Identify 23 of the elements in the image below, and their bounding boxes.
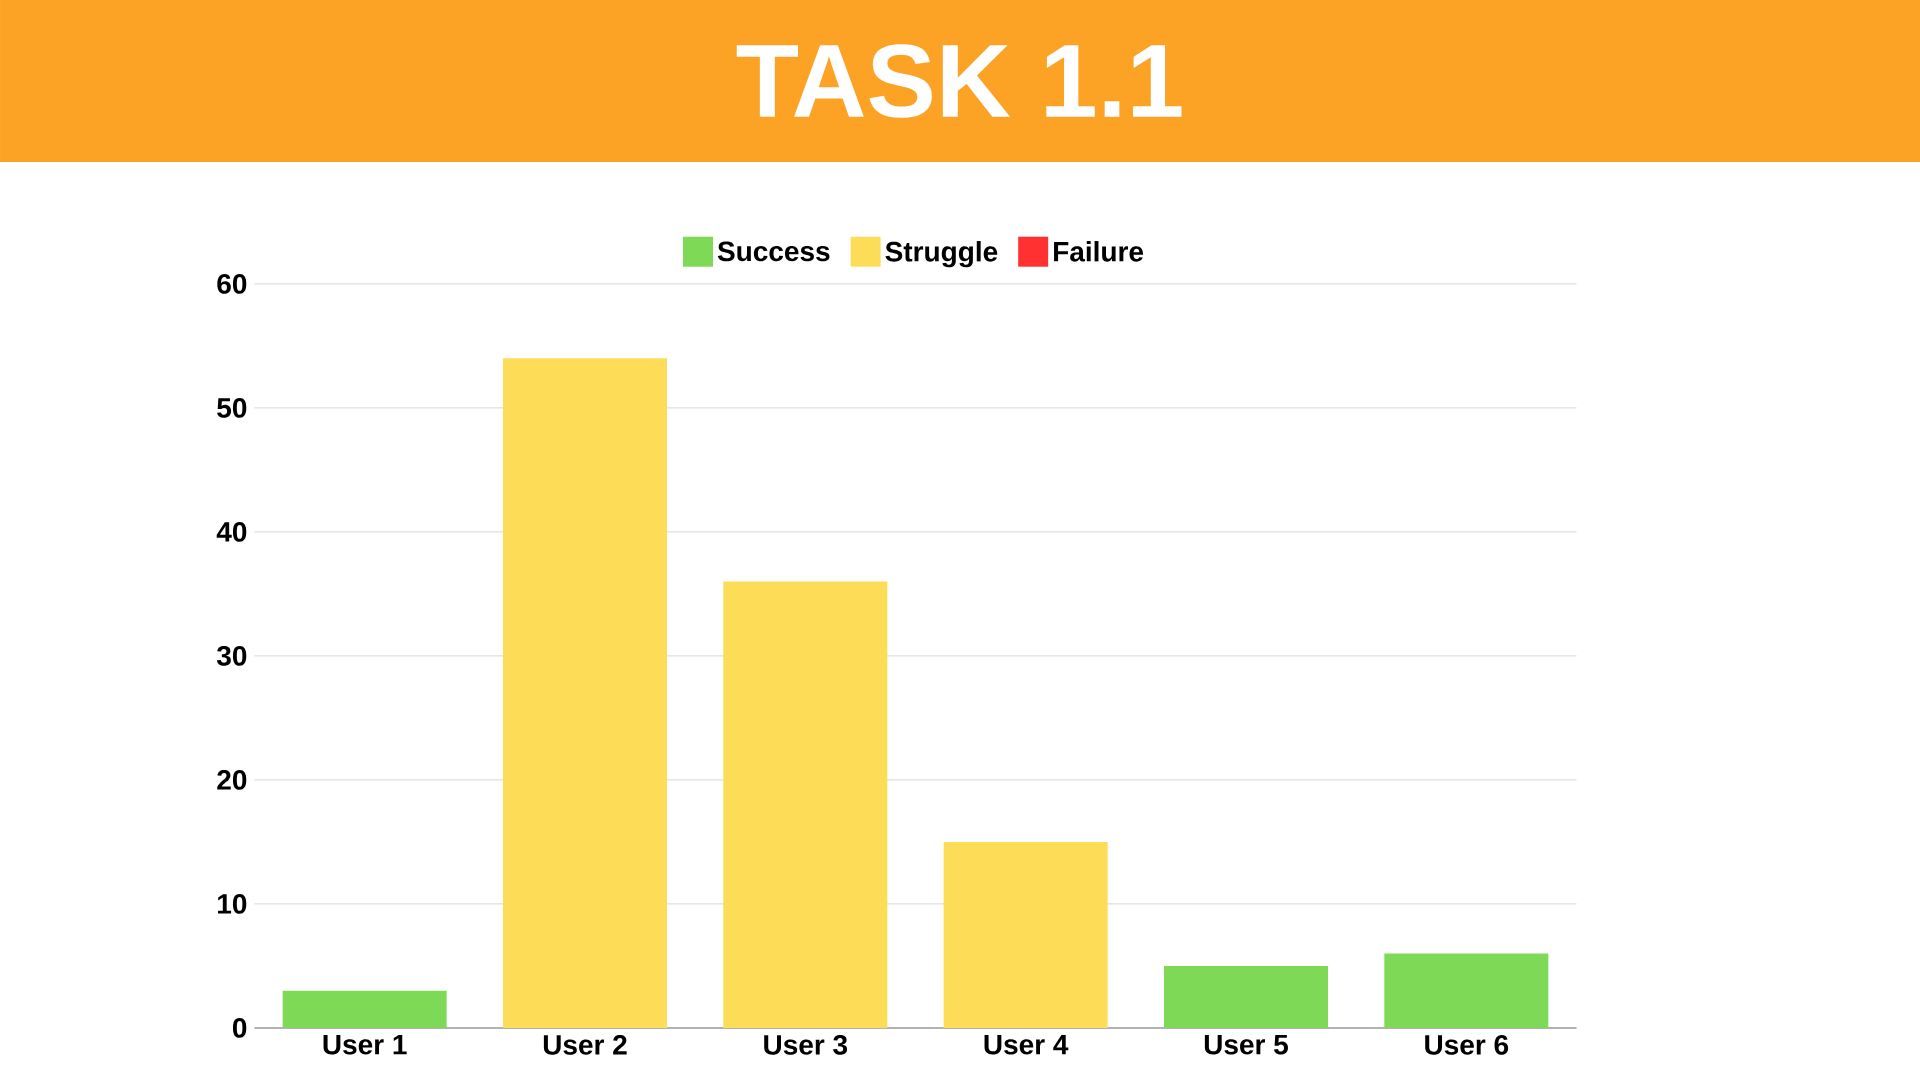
bar bbox=[723, 581, 888, 1028]
y-tick-label: 10 bbox=[218, 893, 247, 914]
y-tick-label: 0 bbox=[232, 1017, 247, 1038]
legend-label: Success bbox=[717, 241, 830, 262]
y-tick-label: 40 bbox=[216, 521, 247, 542]
x-tick-label: User 5 bbox=[1204, 1034, 1288, 1055]
y-tick-label: 20 bbox=[217, 769, 247, 790]
x-tick-label: User 2 bbox=[543, 1034, 627, 1055]
x-tick-label: User 3 bbox=[764, 1034, 848, 1055]
x-tick-label: User 4 bbox=[984, 1034, 1069, 1055]
y-tick-label: 30 bbox=[216, 645, 247, 666]
bar bbox=[282, 990, 447, 1028]
x-tick-label: User 1 bbox=[323, 1034, 407, 1055]
x-tick-label: User 6 bbox=[1425, 1034, 1509, 1055]
bar bbox=[502, 358, 667, 1028]
legend-label: Failure bbox=[1054, 241, 1144, 262]
y-tick-label: 50 bbox=[217, 397, 247, 418]
bar bbox=[943, 841, 1108, 1028]
chart-title: TASK 1.1 bbox=[736, 44, 1182, 118]
bar bbox=[1384, 953, 1549, 1028]
bar bbox=[1163, 965, 1328, 1028]
legend-label: Struggle bbox=[885, 241, 998, 268]
y-tick-label: 60 bbox=[217, 273, 247, 294]
